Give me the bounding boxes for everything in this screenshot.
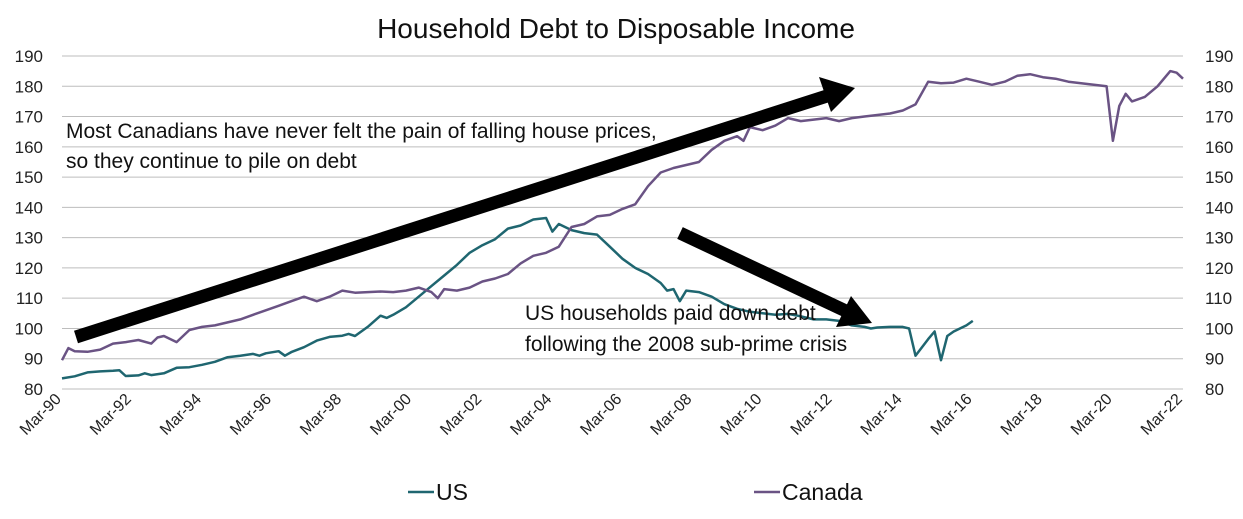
x-tick-label: Mar-92 bbox=[87, 391, 135, 439]
y-tick-label-right: 80 bbox=[1205, 380, 1224, 399]
x-tick-label: Mar-12 bbox=[788, 391, 836, 439]
y-tick-label-left: 180 bbox=[15, 77, 43, 96]
arrow-canada-debt-up bbox=[74, 77, 855, 344]
y-tick-label-left: 130 bbox=[15, 229, 43, 248]
series-line-canada bbox=[60, 69, 1184, 361]
annotation-us-line-1: US households paid down debt bbox=[525, 302, 816, 325]
y-tick-label-left: 120 bbox=[15, 259, 43, 278]
arrow-us-debt-down bbox=[677, 227, 872, 327]
y-tick-label-left: 190 bbox=[15, 47, 43, 66]
y-tick-label-left: 160 bbox=[15, 138, 43, 157]
chart-title: Household Debt to Disposable Income bbox=[377, 13, 855, 44]
y-tick-label-right: 180 bbox=[1205, 77, 1233, 96]
x-tick-label: Mar-96 bbox=[227, 391, 275, 439]
x-tick-label: Mar-14 bbox=[858, 391, 906, 439]
x-tick-label: Mar-16 bbox=[928, 391, 976, 439]
y-tick-label-right: 110 bbox=[1205, 289, 1232, 308]
y-tick-label-left: 110 bbox=[16, 289, 43, 308]
x-tick-label: Mar-02 bbox=[437, 391, 485, 439]
x-tick-label: Mar-06 bbox=[577, 391, 625, 439]
legend-label-canada: Canada bbox=[782, 479, 863, 505]
y-tick-label-left: 140 bbox=[15, 198, 43, 217]
y-tick-label-left: 90 bbox=[24, 350, 43, 369]
y-tick-label-right: 130 bbox=[1205, 229, 1233, 248]
y-tick-label-right: 120 bbox=[1205, 259, 1233, 278]
y-tick-label-left: 80 bbox=[24, 380, 43, 399]
y-tick-label-left: 170 bbox=[15, 108, 43, 127]
x-tick-label: Mar-10 bbox=[718, 391, 766, 439]
x-tick-label: Mar-94 bbox=[157, 391, 205, 439]
annotation-canada-line-2: so they continue to pile on debt bbox=[66, 150, 357, 173]
x-tick-label: Mar-00 bbox=[367, 391, 415, 439]
y-tick-label-right: 140 bbox=[1205, 198, 1233, 217]
legend-label-us: US bbox=[436, 479, 468, 505]
x-tick-label: Mar-20 bbox=[1068, 391, 1116, 439]
y-tick-label-right: 170 bbox=[1205, 108, 1233, 127]
y-tick-label-right: 100 bbox=[1205, 319, 1233, 338]
x-tick-label: Mar-04 bbox=[507, 391, 555, 439]
legend: US Canada bbox=[408, 479, 863, 505]
y-tick-label-right: 190 bbox=[1205, 47, 1233, 66]
y-tick-label-left: 100 bbox=[15, 319, 43, 338]
x-tick-label: Mar-08 bbox=[648, 391, 696, 439]
gridlines bbox=[62, 55, 1183, 390]
annotation-us-line-2: following the 2008 sub-prime crisis bbox=[525, 333, 847, 356]
y-tick-label-right: 150 bbox=[1205, 168, 1233, 187]
annotation-canada-line-1: Most Canadians have never felt the pain … bbox=[66, 120, 657, 143]
x-tick-label: Mar-22 bbox=[1138, 391, 1186, 439]
x-tick-label: Mar-18 bbox=[998, 391, 1046, 439]
x-tick-label: Mar-98 bbox=[297, 391, 345, 439]
y-tick-label-right: 160 bbox=[1205, 138, 1233, 157]
y-tick-label-right: 90 bbox=[1205, 350, 1224, 369]
x-axis: Mar-90 Mar-92 Mar-94 Mar-96 Mar-98 Mar-00 Mar-… bbox=[17, 391, 1186, 439]
y-axis-right: 80 90 100 110 120 130 140 150 160 170 180 190 bbox=[1205, 47, 1233, 399]
y-tick-label-left: 150 bbox=[15, 168, 43, 187]
y-axis-left: 80 90 100 110 120 130 140 150 160 170 180 190 bbox=[15, 47, 43, 399]
